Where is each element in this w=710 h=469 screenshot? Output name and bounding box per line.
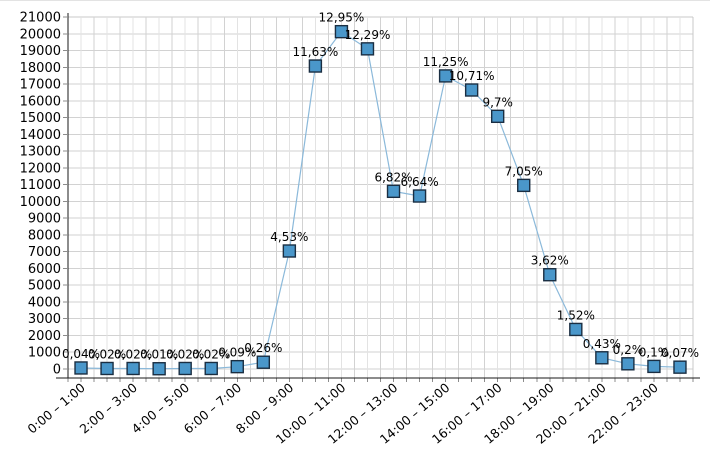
data-point-marker (256, 355, 271, 369)
data-point-marker (282, 244, 297, 258)
data-point-marker (178, 361, 192, 376)
data-point-label: 9,7% (482, 95, 513, 109)
data-point-marker (621, 357, 635, 371)
data-point-label: 0,02% (88, 347, 126, 361)
data-point-label: 11,25% (423, 55, 469, 69)
y-tick-label: 1000 (28, 346, 61, 361)
y-tick-label: 15000 (20, 111, 61, 126)
y-tick-label: 10000 (20, 195, 61, 210)
data-point-marker (464, 83, 479, 97)
y-tick-label: 17000 (20, 78, 61, 93)
y-tick-label: 4000 (28, 295, 61, 310)
y-tick-label: 12000 (20, 161, 61, 176)
data-point-label: 1,52% (557, 308, 595, 322)
data-point-label: 0,43% (583, 337, 621, 351)
data-point-marker (152, 362, 166, 376)
data-point-label: 0,26% (244, 341, 282, 355)
data-point-marker (386, 184, 401, 199)
y-tick-label: 14000 (20, 128, 61, 143)
y-tick-label: 18000 (20, 61, 61, 76)
data-point-label: 6,64% (401, 175, 439, 189)
data-point-label: 12,95% (319, 11, 365, 25)
data-point-label: 0,2% (613, 343, 644, 357)
data-point-marker (673, 360, 687, 374)
y-tick-label: 9000 (28, 212, 61, 227)
data-point-label: 0,02% (166, 347, 204, 361)
y-tick-label: 6000 (28, 262, 61, 277)
data-point-label: 0,01% (140, 348, 178, 362)
data-point-marker (569, 322, 583, 337)
data-point-marker (490, 109, 505, 124)
data-point-label: 12,29% (345, 28, 391, 42)
y-tick-label: 19000 (20, 44, 61, 59)
data-point-marker (204, 361, 218, 376)
y-tick-label: 0 (53, 363, 61, 378)
data-point-label: 0,09% (218, 346, 256, 360)
y-tick-label: 16000 (20, 94, 61, 109)
data-point-marker (412, 189, 427, 203)
data-point-label: 7,05% (505, 164, 543, 178)
y-tick-label: 13000 (20, 145, 61, 160)
data-point-marker (334, 24, 349, 39)
y-tick-label: 20000 (20, 27, 61, 42)
data-point-label: 0,1% (639, 345, 670, 359)
data-point-label: 0,07% (661, 346, 699, 360)
data-point-marker (100, 361, 114, 376)
data-point-label: 4,53% (270, 230, 308, 244)
y-tick-label: 5000 (28, 279, 61, 294)
data-point-marker (308, 59, 323, 73)
data-point-label: 11,63% (293, 45, 339, 59)
data-point-marker (543, 268, 557, 282)
data-point-label: 10,71% (449, 69, 495, 83)
data-point-marker (647, 359, 661, 374)
y-tick-label: 21000 (20, 11, 61, 26)
data-point-marker (517, 178, 531, 193)
data-point-label: 0,04% (62, 347, 100, 361)
y-tick-label: 2000 (28, 329, 61, 344)
data-point-marker (230, 359, 244, 374)
data-point-marker (360, 42, 375, 56)
y-tick-label: 7000 (28, 245, 61, 260)
data-point-marker (595, 351, 609, 365)
data-point-label: 6,82% (374, 170, 412, 184)
data-point-label: 3,62% (531, 254, 569, 268)
data-point-label: 0,02% (192, 347, 230, 361)
data-point-marker (126, 361, 140, 376)
y-tick-label: 8000 (28, 228, 61, 243)
data-point-label: 0,02% (114, 347, 152, 361)
data-point-marker (74, 361, 88, 375)
y-tick-label: 3000 (28, 312, 61, 327)
y-tick-label: 11000 (20, 178, 61, 193)
data-point-marker (438, 69, 453, 83)
